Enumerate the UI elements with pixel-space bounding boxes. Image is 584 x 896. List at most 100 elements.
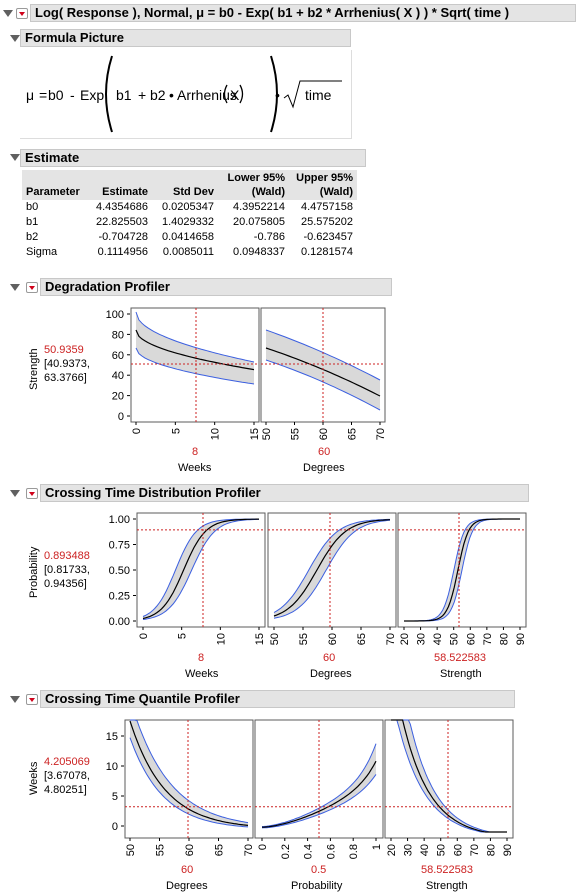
table-row: b1 22.825503 1.4029332 20.075805 25.575202	[22, 215, 357, 230]
formula-header[interactable]: Formula Picture	[20, 29, 351, 47]
col-estimate: Estimate	[92, 170, 152, 200]
col-stddev: Std Dev	[152, 170, 218, 200]
x-tick-label: 30	[403, 844, 415, 856]
x-tick-label: 0.8	[348, 844, 360, 859]
crossing-dist-degrees-value[interactable]: 60	[323, 652, 336, 664]
disclosure-triangle-icon[interactable]	[10, 35, 20, 42]
crossing-dist-value: 0.893488	[44, 550, 90, 562]
crossing-quant-degrees-value[interactable]: 60	[181, 864, 194, 876]
x-tick-label: 40	[432, 633, 444, 645]
lower-bound-line	[261, 774, 377, 829]
x-tick-label: 1	[371, 844, 383, 850]
crossing-quant-header[interactable]: Crossing Time Quantile Profiler	[40, 690, 515, 708]
col-upper95: Upper 95% (Wald)	[289, 170, 357, 200]
crossing-quant-strength-value[interactable]: 58.522583	[421, 864, 473, 876]
crossing-dist-header[interactable]: Crossing Time Distribution Profiler	[40, 484, 529, 502]
x-tick-label: 0	[138, 633, 150, 639]
table-cell: 0.1114956	[97, 246, 148, 258]
disclosure-triangle-icon[interactable]	[10, 490, 20, 497]
crossing-quant-prob-label: Probability	[291, 880, 343, 892]
crossing-quant-prob-value[interactable]: 0.5	[311, 864, 327, 876]
lower-bound-line	[273, 519, 391, 619]
crossing-dist-plot[interactable]: 1.000.750.500.250.000 5 10 15 50 55 60 65 70 20 30…	[0, 505, 584, 685]
x-tick-label: 50	[269, 633, 281, 645]
formula-dot1: •	[169, 87, 174, 103]
prediction-curve	[129, 720, 249, 826]
x-tick-label: 70	[469, 844, 481, 856]
prediction-curve	[142, 518, 259, 620]
table-cell: 0.0948337	[233, 246, 285, 258]
x-tick-label: 5	[177, 633, 189, 639]
degradation-header[interactable]: Degradation Profiler	[40, 278, 392, 296]
table-cell: 4.4354686	[96, 201, 148, 213]
crossing-dist-ci-low: [0.81733,	[44, 564, 90, 576]
crossing-dist-strength-label: Strength	[440, 668, 482, 680]
y-tick-label: 10	[106, 761, 118, 773]
x-tick-label: 60	[327, 633, 339, 645]
x-tick-label: 60	[465, 633, 477, 645]
x-tick-label: 0.6	[325, 844, 337, 859]
disclosure-triangle-icon[interactable]	[10, 154, 20, 161]
x-tick-label: 90	[502, 844, 514, 856]
x-tick-label: 50	[449, 633, 461, 645]
x-tick-label: 15	[254, 633, 266, 645]
x-tick-label: 60	[184, 844, 196, 856]
y-tick-label: 80	[112, 329, 124, 341]
crossing-quant-header-text: Crossing Time Quantile Profiler	[45, 691, 240, 706]
formula-mu: μ	[26, 87, 35, 103]
red-triangle-menu-icon[interactable]	[26, 694, 38, 705]
prediction-curve	[404, 518, 520, 622]
red-triangle-menu-icon[interactable]	[16, 8, 28, 19]
x-tick-label: 90	[515, 633, 527, 645]
table-cell: 4.4757158	[301, 201, 353, 213]
crossing-dist-strength-value[interactable]: 58.522583	[434, 652, 486, 664]
red-triangle-menu-icon[interactable]	[26, 488, 38, 499]
table-row: Sigma 0.1114956 0.0085011 0.0948337 0.128157…	[22, 245, 357, 260]
crossing-quant-ci-low: [3.67078,	[44, 770, 90, 782]
degradation-degrees-value[interactable]: 60	[318, 446, 331, 458]
y-tick-label: 0.75	[109, 540, 130, 552]
x-tick-label: 40	[419, 844, 431, 856]
crossing-dist-weeks-value[interactable]: 8	[198, 652, 205, 664]
x-tick-label: 55	[155, 844, 167, 856]
estimate-table: Parameter Estimate Std Dev Lower 95% (Wal…	[22, 170, 357, 260]
y-tick-label: 60	[112, 350, 124, 362]
formula-time: time	[305, 87, 332, 103]
x-tick-label: 0	[131, 428, 143, 434]
disclosure-triangle-icon[interactable]	[10, 284, 20, 291]
prediction-curve	[273, 519, 391, 617]
disclosure-triangle-icon[interactable]	[3, 10, 13, 17]
x-tick-label: 50	[125, 844, 137, 856]
formula-eq: =	[39, 87, 48, 103]
crossing-quant-value: 4.205069	[44, 756, 90, 768]
formula-b1: b1	[116, 87, 132, 103]
x-tick-label: 55	[290, 428, 302, 440]
y-tick-label: 1.00	[109, 514, 130, 526]
degradation-ci-high: 63.3766]	[44, 372, 87, 384]
table-cell: -0.704728	[98, 231, 148, 243]
x-tick-label: 65	[356, 633, 368, 645]
x-tick-label: 50	[436, 844, 448, 856]
x-tick-label: 0	[257, 844, 269, 850]
table-cell: 0.0205347	[162, 201, 214, 213]
disclosure-triangle-icon[interactable]	[10, 696, 20, 703]
red-triangle-menu-icon[interactable]	[26, 282, 38, 293]
x-tick-label: 10	[210, 428, 222, 440]
prediction-curve	[261, 760, 377, 828]
lower-bound-line	[129, 737, 249, 828]
degradation-plot[interactable]: 100 80 60 40 20 0 0 5 10 15 50 55 60 65 70	[0, 300, 584, 480]
table-header-row: Parameter Estimate Std Dev Lower 95% (Wal…	[22, 170, 357, 200]
y-tick-label: 20	[112, 391, 124, 403]
x-tick-label: 60	[318, 428, 330, 440]
formula-exp: Exp	[80, 87, 105, 103]
formula-header-text: Formula Picture	[25, 30, 124, 45]
table-cell: 25.575202	[301, 216, 353, 228]
x-tick-label: 55	[298, 633, 310, 645]
estimate-header[interactable]: Estimate	[20, 149, 366, 167]
degradation-weeks-value[interactable]: 8	[192, 446, 199, 458]
y-tick-label: 0.00	[109, 616, 130, 628]
crossing-dist-weeks-label: Weeks	[185, 668, 219, 680]
table-cell: 20.075805	[233, 216, 285, 228]
x-tick-label: 15	[249, 428, 261, 440]
